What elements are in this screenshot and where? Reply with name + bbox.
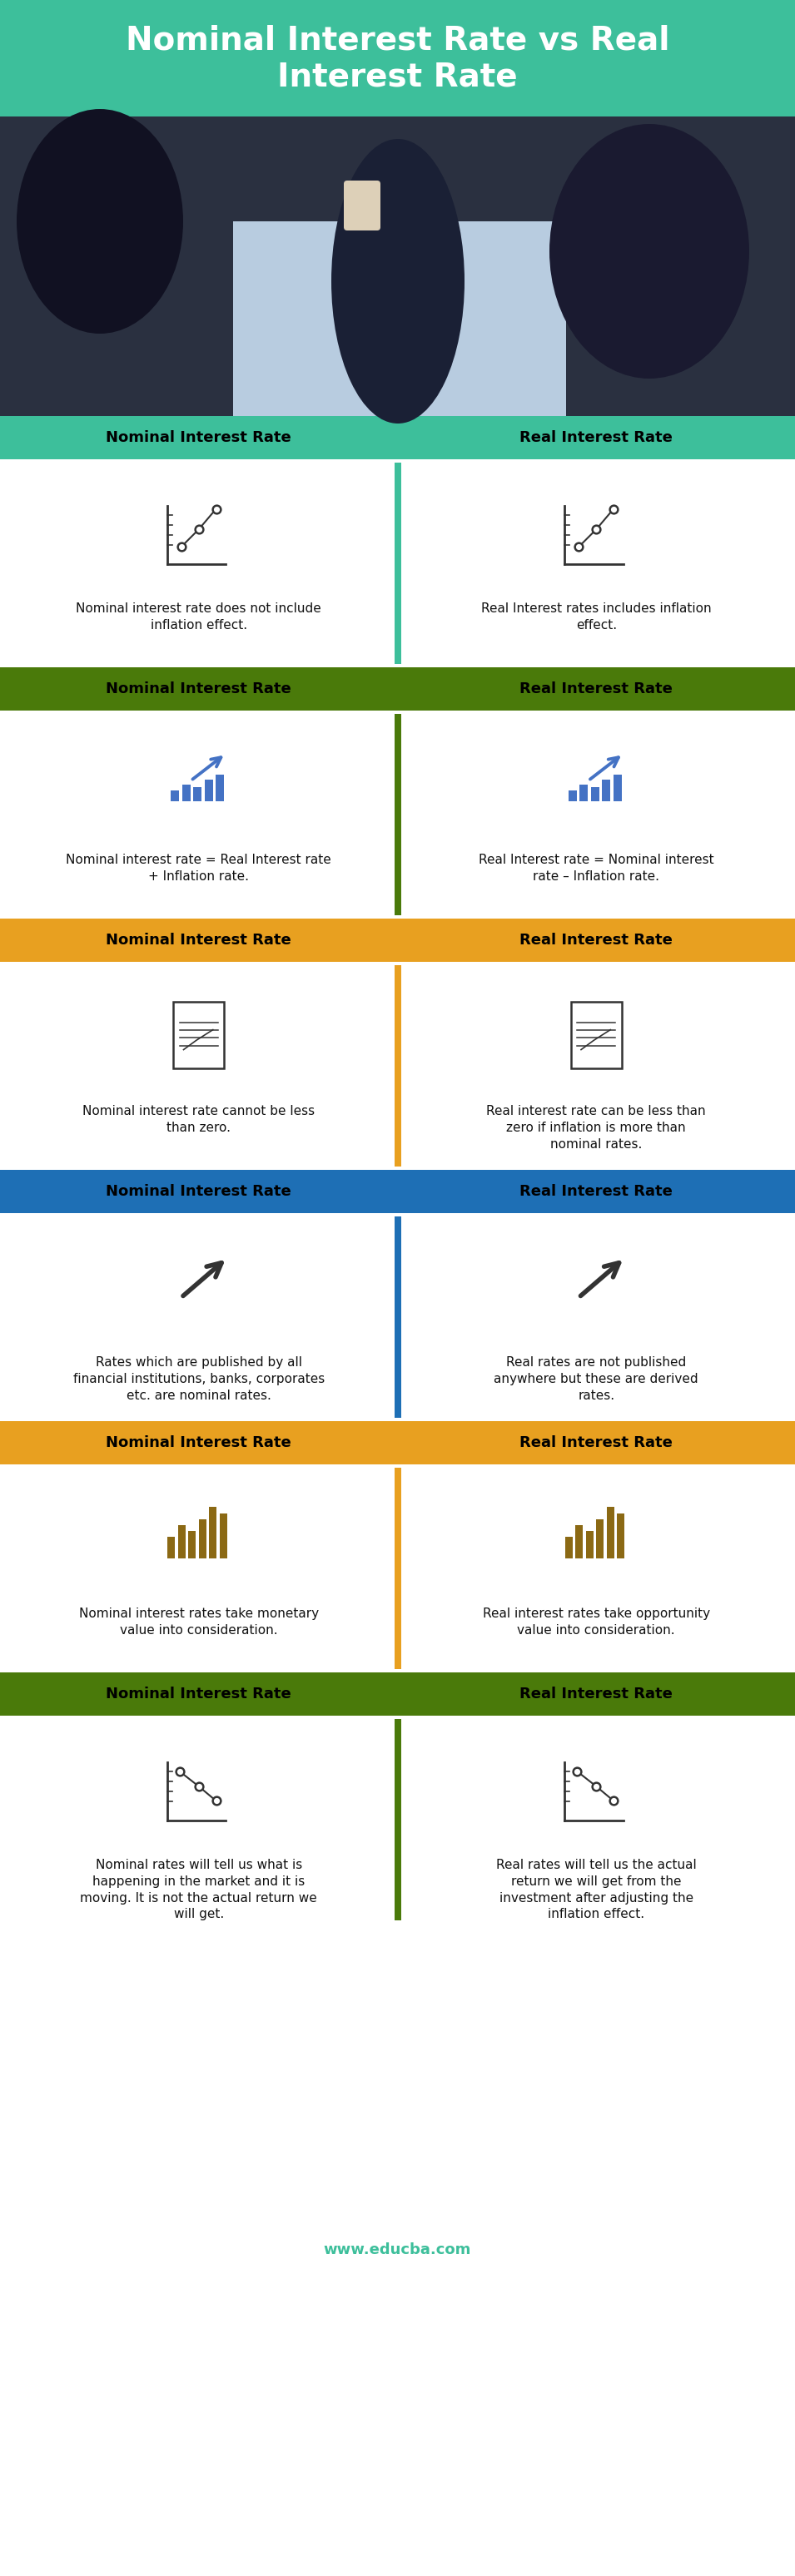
FancyBboxPatch shape <box>0 1213 795 1422</box>
FancyBboxPatch shape <box>565 1538 572 1558</box>
FancyBboxPatch shape <box>568 791 576 801</box>
FancyBboxPatch shape <box>193 788 201 801</box>
FancyBboxPatch shape <box>0 415 795 459</box>
FancyBboxPatch shape <box>0 961 795 1170</box>
FancyBboxPatch shape <box>0 1716 795 1924</box>
Text: Real Interest Rate: Real Interest Rate <box>520 683 673 696</box>
FancyBboxPatch shape <box>0 459 795 667</box>
Text: Nominal interest rate = Real Interest rate
+ Inflation rate.: Nominal interest rate = Real Interest ra… <box>66 853 332 884</box>
Text: Nominal Interest Rate: Nominal Interest Rate <box>106 1435 292 1450</box>
Ellipse shape <box>17 108 183 335</box>
FancyBboxPatch shape <box>204 781 213 801</box>
FancyBboxPatch shape <box>173 1002 224 1069</box>
Text: Nominal rates will tell us what is
happening in the market and it is
moving. It : Nominal rates will tell us what is happe… <box>80 1860 317 1922</box>
Text: Nominal Interest Rate: Nominal Interest Rate <box>106 933 292 948</box>
Ellipse shape <box>549 124 749 379</box>
FancyBboxPatch shape <box>0 1422 795 1463</box>
Text: Real Interest rate = Nominal interest
rate – Inflation rate.: Real Interest rate = Nominal interest ra… <box>479 853 714 884</box>
Text: Real Interest rates includes inflation
effect.: Real Interest rates includes inflation e… <box>481 603 712 631</box>
FancyBboxPatch shape <box>188 1530 196 1558</box>
Text: Nominal interest rate cannot be less
than zero.: Nominal interest rate cannot be less tha… <box>83 1105 315 1133</box>
FancyBboxPatch shape <box>617 1512 625 1558</box>
FancyBboxPatch shape <box>343 180 381 229</box>
Text: Nominal Interest Rate: Nominal Interest Rate <box>106 683 292 696</box>
FancyBboxPatch shape <box>0 920 795 961</box>
Text: Nominal interest rates take monetary
value into consideration.: Nominal interest rates take monetary val… <box>79 1607 319 1636</box>
FancyBboxPatch shape <box>219 1512 227 1558</box>
Text: Real Interest Rate: Real Interest Rate <box>520 1687 673 1703</box>
FancyBboxPatch shape <box>394 714 401 914</box>
Text: Real Interest Rate: Real Interest Rate <box>520 430 673 446</box>
FancyBboxPatch shape <box>394 1468 401 1669</box>
FancyBboxPatch shape <box>182 786 190 801</box>
FancyBboxPatch shape <box>602 781 611 801</box>
FancyBboxPatch shape <box>0 1463 795 1672</box>
FancyBboxPatch shape <box>171 791 179 801</box>
FancyBboxPatch shape <box>0 1170 795 1213</box>
FancyBboxPatch shape <box>0 0 795 116</box>
Text: Real Interest Rate: Real Interest Rate <box>520 933 673 948</box>
FancyBboxPatch shape <box>168 1538 175 1558</box>
FancyBboxPatch shape <box>0 711 795 920</box>
Text: Real Interest Rate: Real Interest Rate <box>520 1185 673 1198</box>
FancyBboxPatch shape <box>0 667 795 711</box>
Text: www.educba.com: www.educba.com <box>324 2241 471 2257</box>
FancyBboxPatch shape <box>576 1525 583 1558</box>
FancyBboxPatch shape <box>596 1520 603 1558</box>
Text: Real rates will tell us the actual
return we will get from the
investment after : Real rates will tell us the actual retur… <box>496 1860 696 1922</box>
FancyBboxPatch shape <box>571 1002 622 1069</box>
FancyBboxPatch shape <box>394 966 401 1167</box>
FancyBboxPatch shape <box>394 1718 401 1919</box>
Text: Nominal Interest Rate: Nominal Interest Rate <box>106 1687 292 1703</box>
Text: Nominal Interest Rate: Nominal Interest Rate <box>106 430 292 446</box>
FancyBboxPatch shape <box>580 786 588 801</box>
Text: Rates which are published by all
financial institutions, banks, corporates
etc. : Rates which are published by all financi… <box>73 1355 324 1401</box>
FancyBboxPatch shape <box>394 464 401 665</box>
FancyBboxPatch shape <box>591 788 599 801</box>
FancyBboxPatch shape <box>607 1507 615 1558</box>
Text: Real Interest Rate: Real Interest Rate <box>520 1435 673 1450</box>
Text: Nominal Interest Rate vs Real
Interest Rate: Nominal Interest Rate vs Real Interest R… <box>126 23 669 93</box>
FancyBboxPatch shape <box>586 1530 593 1558</box>
FancyBboxPatch shape <box>0 1924 795 2576</box>
FancyBboxPatch shape <box>0 1672 795 1716</box>
FancyBboxPatch shape <box>233 222 566 415</box>
Ellipse shape <box>332 139 464 422</box>
FancyBboxPatch shape <box>209 1507 217 1558</box>
FancyBboxPatch shape <box>215 775 224 801</box>
FancyBboxPatch shape <box>0 116 795 415</box>
FancyBboxPatch shape <box>394 1216 401 1417</box>
Text: Real interest rate can be less than
zero if inflation is more than
nominal rates: Real interest rate can be less than zero… <box>487 1105 706 1151</box>
Text: Nominal Interest Rate: Nominal Interest Rate <box>106 1185 292 1198</box>
FancyBboxPatch shape <box>178 1525 185 1558</box>
Text: Real interest rates take opportunity
value into consideration.: Real interest rates take opportunity val… <box>483 1607 710 1636</box>
FancyBboxPatch shape <box>613 775 622 801</box>
Text: Real rates are not published
anywhere but these are derived
rates.: Real rates are not published anywhere bu… <box>494 1355 699 1401</box>
Text: Nominal interest rate does not include
inflation effect.: Nominal interest rate does not include i… <box>76 603 321 631</box>
FancyBboxPatch shape <box>199 1520 206 1558</box>
